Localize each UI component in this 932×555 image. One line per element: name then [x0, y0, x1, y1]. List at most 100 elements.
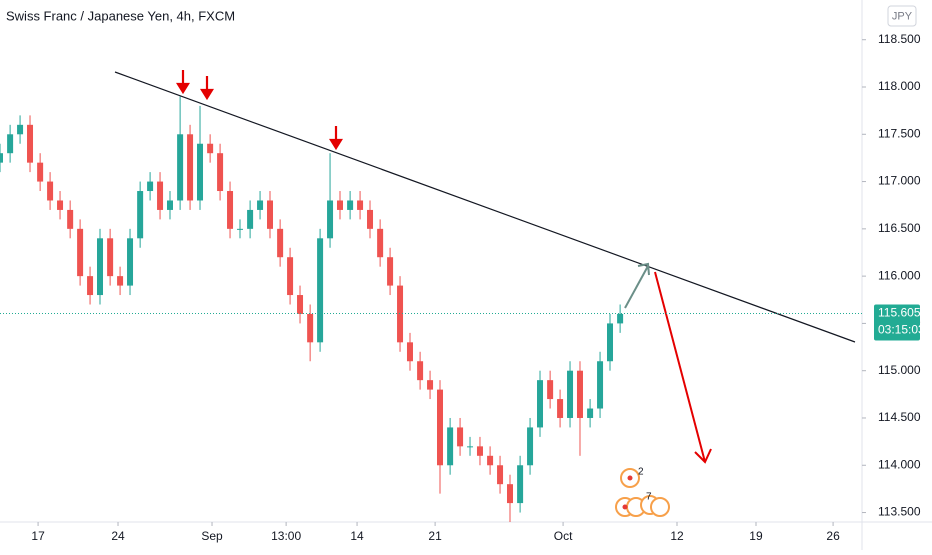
candle-body: [557, 399, 564, 418]
candle-body: [236, 228, 243, 230]
candle-body: [0, 153, 3, 163]
candle-body: [87, 276, 94, 296]
candle-body: [177, 134, 184, 201]
candles: [0, 96, 624, 522]
candle-body: [27, 124, 34, 163]
y-tick-label: 117.500: [878, 126, 921, 140]
candle-body: [327, 200, 334, 239]
candle-body: [617, 313, 624, 324]
x-tick-label: 21: [428, 529, 442, 543]
candle-body: [406, 342, 413, 362]
candle-body: [117, 276, 124, 286]
candle-body: [397, 285, 404, 343]
x-tick-label: 14: [350, 529, 364, 543]
candle-body: [157, 181, 164, 210]
down-projection: [654, 271, 712, 464]
trend-line: [114, 71, 856, 343]
arrow: [654, 271, 706, 463]
candle-body: [127, 238, 134, 286]
down-arrows: [176, 70, 343, 151]
y-tick-label: 118.500: [878, 32, 921, 46]
candle-body: [527, 427, 534, 466]
last-price-box: [874, 304, 920, 341]
candle-body: [537, 380, 544, 428]
candle-body: [17, 124, 24, 135]
candle-body: [267, 200, 274, 229]
chart-title: Swiss Franc / Japanese Yen, 4h, FXCM: [6, 8, 235, 23]
arrow-head: [176, 82, 190, 95]
candle-body: [187, 134, 194, 201]
candle-body: [97, 238, 104, 296]
drawings: [114, 70, 856, 464]
candle-body: [317, 238, 324, 343]
currency-label: JPY: [892, 10, 913, 22]
candle-body: [77, 228, 84, 277]
candle-body: [447, 427, 454, 466]
arrow-head: [200, 88, 214, 101]
event-count: 7: [646, 492, 652, 503]
y-tick-label: 115.000: [878, 363, 921, 377]
candle-body: [137, 191, 144, 239]
event-dot: [622, 504, 628, 510]
event-icons[interactable]: [615, 468, 670, 517]
x-tick-label: 12: [670, 529, 684, 543]
candle-body: [207, 143, 214, 154]
candle-body: [247, 209, 254, 229]
candle-body: [437, 389, 444, 466]
candle-body: [607, 323, 614, 362]
x-tick-label: 26: [826, 529, 840, 543]
candle-body: [487, 455, 494, 466]
candle-body: [287, 257, 294, 296]
candle-body: [67, 209, 74, 229]
candle-body: [467, 446, 474, 448]
y-tick-label: 114.500: [878, 410, 921, 424]
candle-body: [427, 380, 434, 390]
candle-body: [57, 200, 64, 210]
candle-body: [517, 465, 524, 504]
x-tick-label: 13:00: [271, 529, 301, 543]
candle-body: [367, 209, 374, 229]
y-tick-label: 117.000: [878, 174, 921, 188]
y-tick-label: 113.500: [878, 505, 921, 519]
candle-body: [197, 143, 204, 201]
candle-body: [357, 200, 364, 210]
up-projection: [624, 262, 650, 309]
price-axis: [862, 0, 932, 550]
candle-body: [567, 370, 574, 418]
y-tick-label: 116.500: [878, 221, 921, 235]
x-tick-label: 19: [749, 529, 763, 543]
candle-body: [147, 181, 154, 192]
candle-body: [166, 200, 173, 210]
x-tick-label: Oct: [554, 529, 573, 543]
currency-button[interactable]: [887, 5, 917, 27]
candle-body: [506, 484, 513, 504]
candle-body: [227, 191, 234, 229]
candle-body: [277, 228, 284, 258]
arrow-head: [694, 448, 712, 464]
candle-body: [257, 200, 264, 210]
x-tick-label: 17: [31, 529, 45, 543]
candle-body: [7, 134, 14, 154]
candle-body: [336, 200, 343, 210]
y-tick-label: 114.000: [878, 457, 921, 471]
event-count: 2: [638, 467, 644, 478]
y-tick-label: 116.000: [878, 268, 921, 282]
candle-body: [217, 153, 224, 192]
candle-body: [497, 465, 504, 485]
candle-body: [587, 408, 594, 418]
candle-body: [417, 361, 424, 381]
arrow-head: [637, 262, 650, 276]
candle-body: [576, 370, 583, 418]
candle-body: [297, 295, 304, 314]
candle-body: [476, 446, 483, 456]
candle-body: [307, 313, 314, 343]
candle-body: [547, 380, 554, 400]
event-icon[interactable]: [650, 497, 670, 517]
candle-body: [107, 238, 114, 277]
arrow: [624, 265, 649, 309]
y-tick-label: 118.000: [878, 79, 921, 93]
event-dot: [627, 475, 633, 481]
candle-body: [457, 427, 464, 447]
x-tick-label: Sep: [201, 529, 223, 543]
